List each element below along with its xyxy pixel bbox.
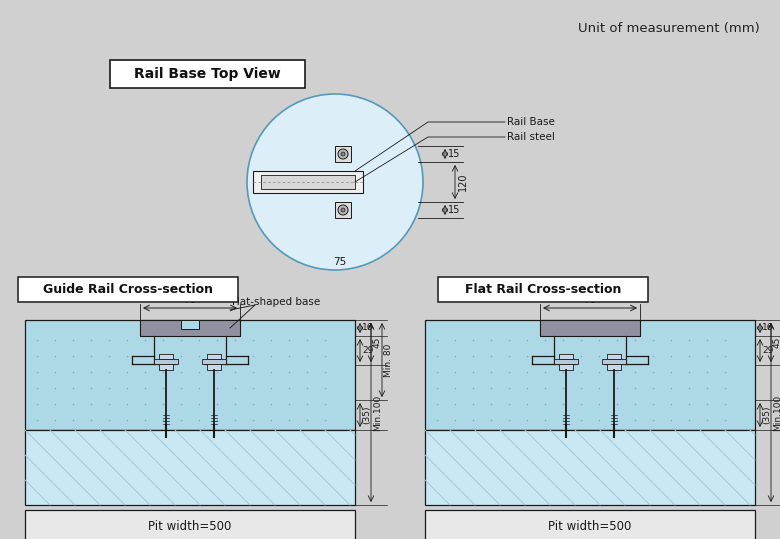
Text: (35): (35) (362, 406, 371, 424)
Bar (425, 430, 755, 505)
Circle shape (247, 94, 423, 270)
Text: 16: 16 (362, 323, 374, 333)
Bar (207, 354, 221, 359)
Bar (425, 320, 755, 430)
Text: 45: 45 (373, 337, 382, 348)
Bar (25, 430, 355, 505)
Text: Hat-shaped base: Hat-shaped base (232, 297, 321, 307)
Bar (154, 359, 178, 364)
Bar (607, 364, 621, 370)
Bar (202, 359, 226, 364)
Circle shape (338, 205, 348, 215)
Text: Rail Base: Rail Base (507, 117, 555, 127)
Text: Flat Rail Cross-section: Flat Rail Cross-section (465, 283, 621, 296)
Bar (540, 320, 640, 336)
Text: 45: 45 (773, 337, 780, 348)
Text: 15: 15 (448, 149, 460, 159)
Bar (25, 320, 355, 430)
Bar (25, 510, 355, 539)
Text: (35): (35) (762, 406, 771, 424)
Text: 70: 70 (183, 295, 197, 305)
Text: Pit width=500: Pit width=500 (548, 520, 632, 533)
Bar (554, 359, 578, 364)
Text: 15: 15 (448, 205, 460, 215)
Bar (607, 354, 621, 359)
Bar (110, 60, 305, 88)
Circle shape (338, 149, 348, 159)
Text: 16: 16 (762, 323, 774, 333)
Text: 29: 29 (762, 346, 774, 355)
Bar (140, 320, 240, 336)
Bar (207, 364, 221, 370)
Text: Rail steel: Rail steel (507, 132, 555, 142)
Text: Min. 80: Min. 80 (384, 343, 393, 377)
Bar (18, 277, 238, 302)
Bar (559, 364, 573, 370)
Bar (335, 202, 351, 218)
Bar (159, 364, 173, 370)
Text: 75: 75 (333, 257, 346, 267)
Text: Rail Base Top View: Rail Base Top View (134, 67, 281, 81)
Bar (159, 354, 173, 359)
Bar (438, 277, 648, 302)
Bar (425, 510, 755, 539)
Text: Min.100: Min.100 (373, 395, 382, 431)
Bar (559, 354, 573, 359)
Bar (602, 359, 626, 364)
Bar (253, 171, 363, 193)
Text: Min.100: Min.100 (773, 395, 780, 431)
Text: Guide Rail Cross-section: Guide Rail Cross-section (43, 283, 213, 296)
Bar (335, 146, 351, 162)
Text: 29: 29 (362, 346, 374, 355)
Bar (181, 320, 199, 329)
Circle shape (341, 208, 345, 212)
Text: Unit of measurement (mm): Unit of measurement (mm) (578, 22, 760, 35)
Text: 70: 70 (583, 295, 597, 305)
Text: Pit width=500: Pit width=500 (148, 520, 232, 533)
Bar (261, 175, 355, 189)
Text: 120: 120 (458, 173, 468, 191)
Circle shape (341, 152, 345, 156)
